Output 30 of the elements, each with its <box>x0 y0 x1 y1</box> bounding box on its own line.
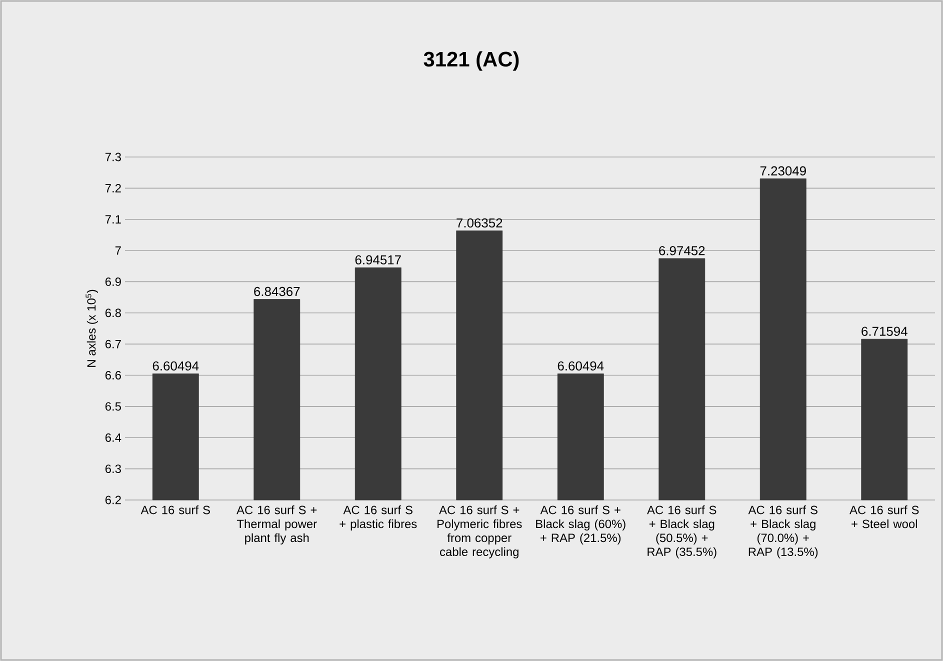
data-label: 6.97452 <box>659 246 705 256</box>
y-tick-label: 7.2 <box>105 184 121 192</box>
y-tick-label: 6.7 <box>105 340 121 348</box>
y-tick-label: 6.5 <box>105 402 121 411</box>
chart-title: 3121 (AC) <box>424 51 519 71</box>
x-tick-label: AC 16 surf S + Polymeric fibres from copper cable recycling <box>438 505 522 558</box>
y-tick-label: 6.4 <box>105 433 122 442</box>
y-tick-label: 6.8 <box>105 308 121 318</box>
x-tick-label: AC 16 surf S + Steel wool <box>850 505 919 528</box>
data-label: 6.71594 <box>862 326 908 336</box>
y-tick-label: 7.3 <box>105 152 121 162</box>
data-label: 7.23049 <box>760 166 806 176</box>
y-tick-label: 7.1 <box>105 215 121 224</box>
y-tick-label: 6.3 <box>105 464 121 474</box>
data-label: 7.06352 <box>456 218 502 228</box>
x-tick-label: AC 16 surf S + Black slag (70.0%) + RAP (13.5%) <box>748 505 818 558</box>
y-tick-label: 6.9 <box>105 277 121 286</box>
x-tick-label: AC 16 surf S <box>140 505 210 514</box>
data-label: 6.94517 <box>355 255 401 264</box>
x-tick-label: AC 16 surf S + Thermal power plant fly ash <box>236 505 317 544</box>
x-tick-label: AC 16 surf S + Black slag (50.5%) + RAP (35.5%) <box>647 505 716 558</box>
data-label: 6.60494 <box>152 361 199 371</box>
y-tick-label: 6.6 <box>105 371 121 380</box>
y-tick-label: 6.2 <box>105 496 121 504</box>
y-tick-label: 7 <box>115 246 121 255</box>
data-label: 6.60494 <box>558 361 604 371</box>
x-tick-label: AC 16 surf S + plastic fibres <box>340 505 417 531</box>
data-label: 6.84367 <box>254 286 300 296</box>
y-axis-title: N axles (x 10$^{5}$) <box>86 290 98 367</box>
x-tick-label: AC 16 surf S + Black slag (60%) + RAP (21.5%) <box>536 505 626 544</box>
